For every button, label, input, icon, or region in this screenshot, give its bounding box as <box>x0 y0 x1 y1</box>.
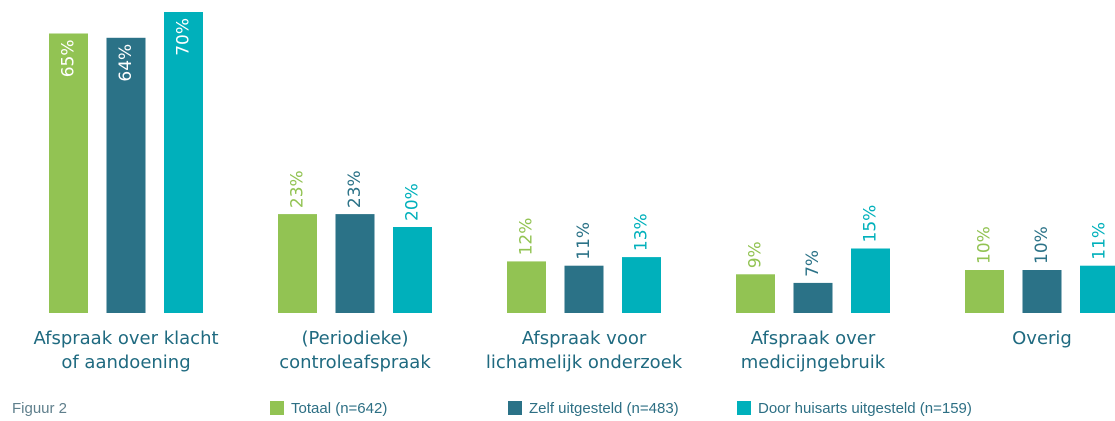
value-label: 12% <box>517 218 537 256</box>
value-label: 7% <box>803 250 823 277</box>
x-tick-label: Afspraak over <box>751 328 876 349</box>
value-label: 70% <box>174 18 194 56</box>
bar <box>507 261 546 313</box>
value-label: 15% <box>861 205 881 243</box>
bar <box>278 214 317 313</box>
legend-label: Totaal (n=642) <box>291 400 387 417</box>
x-tick-label: medicijngebruik <box>741 352 886 373</box>
bar <box>106 37 146 314</box>
value-label: 10% <box>1032 226 1052 264</box>
bar <box>564 265 604 313</box>
legend-swatch <box>508 401 522 415</box>
value-label: 23% <box>288 170 308 208</box>
bar <box>851 248 890 313</box>
x-tick-label: Overig <box>1012 328 1072 349</box>
value-label: 11% <box>1090 222 1110 260</box>
x-tick-label: Afspraak voor <box>522 328 647 349</box>
value-label: 13% <box>632 213 652 251</box>
bar <box>49 33 88 313</box>
bar <box>1080 265 1115 313</box>
value-label: 64% <box>116 44 136 82</box>
value-label: 65% <box>59 40 79 78</box>
value-label: 9% <box>746 241 766 268</box>
x-tick-label: lichamelijk onderzoek <box>486 352 683 373</box>
bar <box>622 257 661 313</box>
legend-swatch <box>270 401 284 415</box>
bar <box>736 274 775 313</box>
bar <box>164 12 203 313</box>
x-tick-label: controleafspraak <box>279 352 431 373</box>
value-label: 10% <box>975 226 995 264</box>
bar <box>335 214 375 313</box>
bar <box>393 227 432 313</box>
x-tick-label: of aandoening <box>61 352 190 373</box>
legend-swatch <box>737 401 751 415</box>
value-label: 23% <box>345 170 365 208</box>
legend-label: Zelf uitgesteld (n=483) <box>529 400 679 417</box>
caption: Figuur 2 <box>12 400 67 417</box>
value-label: 20% <box>403 183 423 221</box>
x-tick-label: (Periodieke) <box>301 328 408 349</box>
bar <box>965 270 1004 313</box>
x-tick-label: Afspraak over klacht <box>33 328 218 349</box>
legend-label: Door huisarts uitgesteld (n=159) <box>758 400 972 417</box>
bar <box>793 282 833 313</box>
bar <box>1022 270 1062 313</box>
value-label: 11% <box>574 222 594 260</box>
